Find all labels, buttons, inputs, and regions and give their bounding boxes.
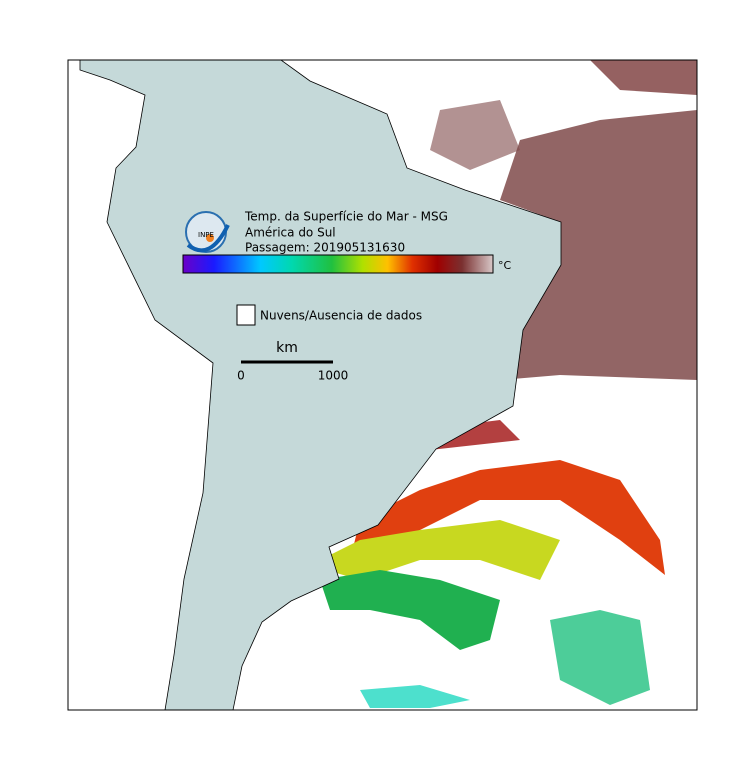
logo-text: INPE xyxy=(198,231,214,239)
title-line: Passagem: 201905131630 xyxy=(245,241,405,255)
scale-unit: km xyxy=(276,340,298,356)
colorbar-unit: °C xyxy=(498,259,512,272)
colorbar xyxy=(182,254,494,274)
title-line: América do Sul xyxy=(245,226,336,240)
scale-end: 1000 xyxy=(318,369,349,383)
logo: INPE xyxy=(185,211,230,253)
legend-box xyxy=(236,304,256,326)
frame xyxy=(67,59,698,711)
title-line: Temp. da Superfície do Mar - MSG xyxy=(244,210,448,224)
sst-patches xyxy=(310,60,697,708)
scale-start: 0 xyxy=(237,369,245,383)
legend-text: Nuvens/Ausencia de dados xyxy=(260,309,422,323)
